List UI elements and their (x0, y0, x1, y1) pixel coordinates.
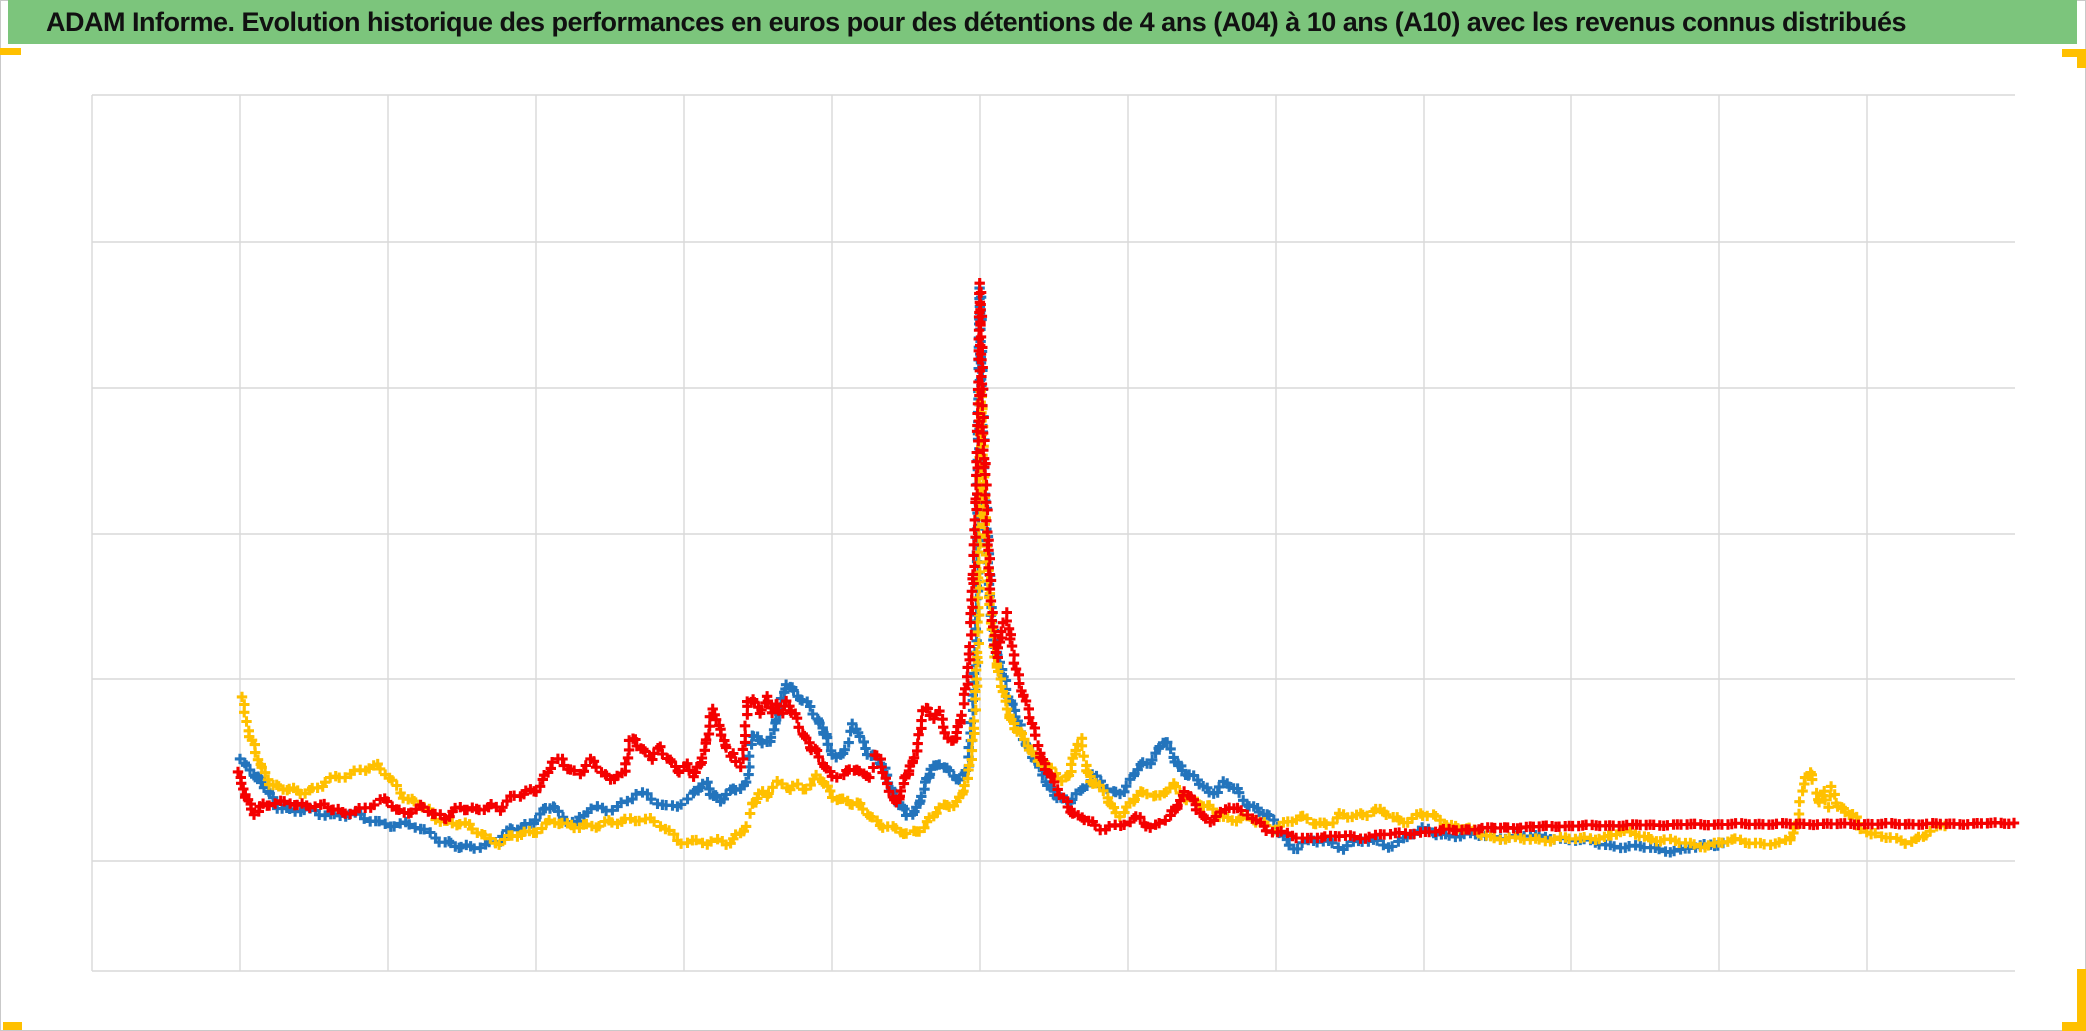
selection-accent-top-right-h (2062, 49, 2086, 57)
selection-accent-bottom-right-v (2077, 969, 2086, 1031)
chart-title-bar: ADAM Informe. Evolution historique des p… (8, 0, 2077, 44)
selection-accent-bottom-right-h (2062, 1022, 2086, 1031)
series-red (232, 278, 2020, 844)
selection-accent-bottom-left (3, 1022, 22, 1030)
selection-accent-top-left (0, 48, 21, 55)
series-yellow (236, 386, 1951, 853)
chart-title: ADAM Informe. Evolution historique des p… (46, 6, 1907, 37)
selection-accent-top-right-v (2077, 49, 2086, 68)
